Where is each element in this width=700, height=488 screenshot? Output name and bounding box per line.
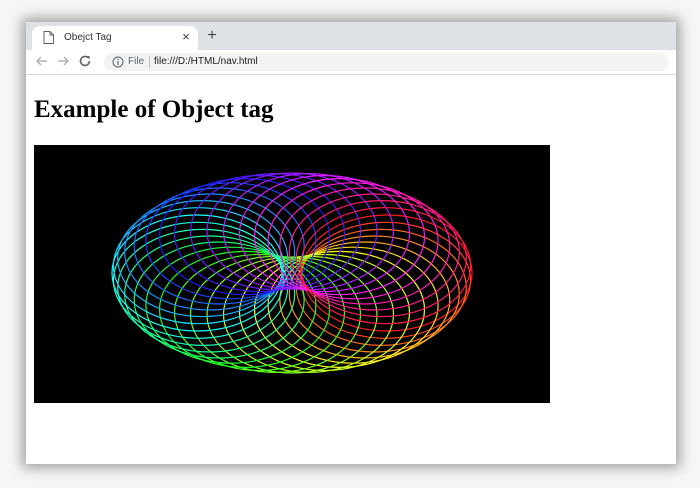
embedded-object[interactable] bbox=[34, 145, 550, 403]
spirograph-animation bbox=[111, 172, 473, 374]
address-bar-divider bbox=[149, 56, 150, 68]
spiro-ellipse bbox=[288, 193, 460, 311]
tab-title: Obejct Tag bbox=[64, 32, 112, 43]
spiro-ellipse bbox=[145, 246, 317, 364]
browser-toolbar: File file:///D:/HTML/nav.html bbox=[26, 50, 676, 75]
address-bar[interactable]: File file:///D:/HTML/nav.html bbox=[104, 53, 669, 71]
spiro-ellipse bbox=[173, 253, 346, 372]
browser-window: Obejct Tag × + File bbox=[26, 22, 676, 464]
arrow-left-icon[interactable] bbox=[34, 53, 50, 69]
page-viewport: Example of Object tag bbox=[26, 75, 676, 464]
spiro-ellipse bbox=[206, 256, 378, 374]
url-text[interactable]: file:///D:/HTML/nav.html bbox=[154, 56, 258, 67]
info-icon[interactable] bbox=[112, 56, 124, 68]
spiro-ellipse bbox=[295, 199, 467, 318]
spiro-ellipse bbox=[145, 182, 317, 300]
spiro-ellipse bbox=[238, 174, 411, 293]
spiro-ellipse bbox=[117, 199, 289, 318]
url-scheme-label: File bbox=[128, 56, 145, 67]
spiro-ellipse bbox=[300, 207, 472, 325]
spiro-ellipse bbox=[206, 172, 378, 290]
tab-strip: Obejct Tag × + bbox=[26, 22, 676, 50]
spiro-ellipse bbox=[158, 177, 331, 296]
arrow-right-icon[interactable] bbox=[55, 53, 71, 69]
new-tab-button[interactable]: + bbox=[207, 27, 217, 44]
spiro-ellipse bbox=[238, 253, 411, 372]
page-heading: Example of Object tag bbox=[34, 96, 274, 123]
page-icon bbox=[43, 31, 54, 44]
spiro-ellipse bbox=[124, 193, 296, 311]
spiro-ellipse bbox=[253, 177, 426, 296]
spiro-ellipse bbox=[133, 241, 305, 359]
spiro-ellipse bbox=[279, 187, 451, 305]
browser-tab[interactable]: Obejct Tag × bbox=[32, 26, 198, 50]
spiro-ellipse bbox=[267, 182, 439, 300]
close-icon[interactable]: × bbox=[182, 29, 190, 44]
reload-icon[interactable] bbox=[77, 53, 93, 69]
spiro-ellipse bbox=[173, 174, 346, 293]
